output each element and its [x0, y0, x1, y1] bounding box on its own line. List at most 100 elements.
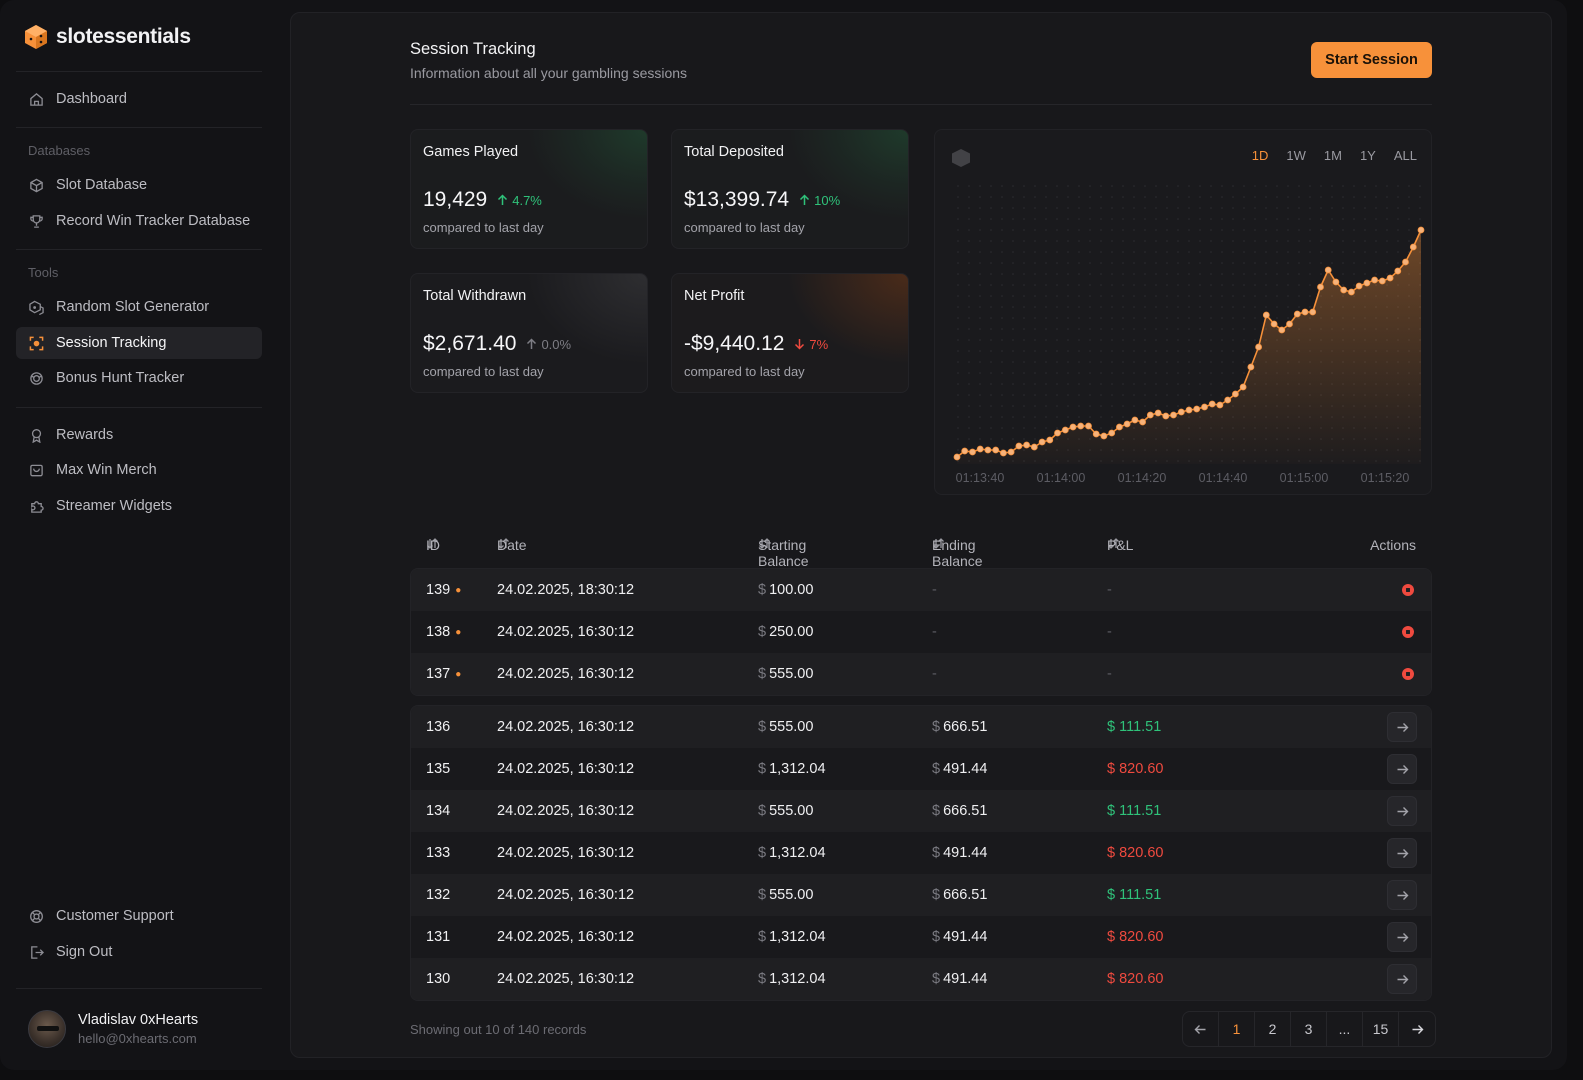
- chart-point[interactable]: [1378, 277, 1386, 285]
- stop-session-button[interactable]: [1399, 665, 1417, 683]
- col-header-starting-balance[interactable]: Starting Balance: [758, 537, 809, 569]
- sidebar-item-dashboard[interactable]: Dashboard: [16, 83, 262, 115]
- chart-point[interactable]: [1332, 278, 1340, 286]
- page-button[interactable]: 2: [1255, 1012, 1291, 1046]
- range-1w[interactable]: 1W: [1286, 148, 1306, 163]
- chart-point[interactable]: [1100, 432, 1108, 440]
- chart-point[interactable]: [1262, 311, 1270, 319]
- page-button[interactable]: ...: [1327, 1012, 1363, 1046]
- sidebar-item-customer-support[interactable]: Customer Support: [16, 900, 262, 932]
- chart-point[interactable]: [1162, 412, 1170, 420]
- chart-point[interactable]: [969, 448, 976, 456]
- chart-point[interactable]: [1077, 422, 1085, 430]
- open-session-button[interactable]: [1387, 964, 1417, 994]
- range-all[interactable]: ALL: [1393, 148, 1417, 163]
- brand-logo[interactable]: slotessentials: [24, 24, 191, 50]
- chart-point[interactable]: [1131, 416, 1139, 424]
- chart-point[interactable]: [1239, 383, 1247, 391]
- table-row[interactable]: 137 ● 24.02.2025, 16:30:12 $555.00 - -: [411, 653, 1431, 695]
- chart-point[interactable]: [1340, 286, 1348, 294]
- chart-point[interactable]: [1108, 429, 1116, 437]
- sidebar-item-rewards[interactable]: Rewards: [16, 419, 262, 451]
- chart-point[interactable]: [1216, 401, 1224, 409]
- open-session-button[interactable]: [1387, 922, 1417, 952]
- chart-point[interactable]: [1231, 390, 1239, 398]
- open-session-button[interactable]: [1387, 754, 1417, 784]
- col-header-id[interactable]: ID: [426, 537, 440, 553]
- sidebar-item-record-win-tracker[interactable]: Record Win Tracker Database: [16, 205, 262, 237]
- table-row[interactable]: 136 24.02.2025, 16:30:12 $555.00 $666.51 $ 1…: [411, 706, 1431, 748]
- range-1y[interactable]: 1Y: [1359, 148, 1376, 163]
- chart-point[interactable]: [1270, 320, 1278, 328]
- next-page-button[interactable]: [1399, 1012, 1435, 1046]
- open-session-button[interactable]: [1387, 712, 1417, 742]
- sidebar-item-sign-out[interactable]: Sign Out: [16, 936, 262, 968]
- chart-point[interactable]: [1371, 276, 1379, 284]
- chart-point[interactable]: [1208, 400, 1216, 408]
- chart-point[interactable]: [1301, 308, 1309, 316]
- chart-point[interactable]: [1293, 310, 1301, 318]
- sidebar-item-bonus-hunt-tracker[interactable]: Bonus Hunt Tracker: [16, 362, 262, 394]
- chart-point[interactable]: [984, 446, 992, 454]
- chart-point[interactable]: [1193, 405, 1201, 413]
- chart-point[interactable]: [1085, 422, 1092, 430]
- chart-point[interactable]: [1023, 441, 1030, 449]
- chart-point[interactable]: [1139, 418, 1147, 426]
- chart-point[interactable]: [1007, 448, 1015, 456]
- table-row[interactable]: 131 24.02.2025, 16:30:12 $1,312.04 $491.44 $…: [411, 916, 1431, 958]
- chart-point[interactable]: [1092, 430, 1100, 438]
- chart-point[interactable]: [1402, 258, 1409, 266]
- chart-point[interactable]: [1038, 438, 1046, 446]
- table-row[interactable]: 134 24.02.2025, 16:30:12 $555.00 $666.51 $ 1…: [411, 790, 1431, 832]
- table-row[interactable]: 135 24.02.2025, 16:30:12 $1,312.04 $491.44 $…: [411, 748, 1431, 790]
- chart-point[interactable]: [1286, 320, 1293, 328]
- chart-point[interactable]: [1317, 283, 1324, 291]
- chart-point[interactable]: [1409, 243, 1417, 251]
- col-header-ending-balance[interactable]: Ending Balance: [932, 537, 983, 569]
- sidebar-item-streamer-widgets[interactable]: Streamer Widgets: [16, 490, 262, 522]
- chart-point[interactable]: [1309, 308, 1317, 316]
- chart-point[interactable]: [1170, 411, 1177, 419]
- chart-point[interactable]: [1115, 423, 1123, 431]
- page-button[interactable]: 15: [1363, 1012, 1399, 1046]
- chart-point[interactable]: [1417, 226, 1425, 234]
- col-header-pl[interactable]: P&L: [1107, 537, 1133, 553]
- chart-point[interactable]: [1255, 343, 1263, 351]
- chart-point[interactable]: [992, 446, 1000, 454]
- chart-point[interactable]: [1146, 411, 1154, 419]
- chart-point[interactable]: [1386, 274, 1394, 282]
- user-profile[interactable]: Vladislav 0xHearts hello@0xhearts.com: [28, 1010, 198, 1048]
- page-button[interactable]: 3: [1291, 1012, 1327, 1046]
- open-session-button[interactable]: [1387, 838, 1417, 868]
- sidebar-item-max-win-merch[interactable]: Max Win Merch: [16, 454, 262, 486]
- chart-point[interactable]: [1069, 423, 1077, 431]
- chart-point[interactable]: [976, 445, 984, 453]
- page-button[interactable]: 1: [1219, 1012, 1255, 1046]
- chart-point[interactable]: [1363, 279, 1371, 287]
- chart-point[interactable]: [1000, 449, 1007, 457]
- chart-point[interactable]: [1394, 267, 1402, 275]
- open-session-button[interactable]: [1387, 796, 1417, 826]
- table-row[interactable]: 139 ● 24.02.2025, 18:30:12 $100.00 - -: [411, 569, 1431, 611]
- chart-point[interactable]: [1278, 326, 1286, 334]
- sidebar-item-session-tracking[interactable]: Session Tracking: [16, 327, 262, 359]
- open-session-button[interactable]: [1387, 880, 1417, 910]
- chart-point[interactable]: [1355, 282, 1363, 290]
- chart-point[interactable]: [1185, 406, 1193, 414]
- chart-point[interactable]: [1054, 429, 1061, 437]
- chart-point[interactable]: [1123, 420, 1131, 428]
- chart-point[interactable]: [1015, 442, 1023, 450]
- prev-page-button[interactable]: [1183, 1012, 1219, 1046]
- sidebar-item-random-slot-generator[interactable]: Random Slot Generator: [16, 291, 262, 323]
- sidebar-item-slot-database[interactable]: Slot Database: [16, 169, 262, 201]
- chart-point[interactable]: [1154, 409, 1162, 417]
- table-row[interactable]: 133 24.02.2025, 16:30:12 $1,312.04 $491.44 $…: [411, 832, 1431, 874]
- chart-point[interactable]: [1347, 288, 1355, 296]
- chart-point[interactable]: [1030, 443, 1038, 451]
- start-session-button[interactable]: Start Session: [1311, 42, 1432, 78]
- chart-point[interactable]: [1201, 403, 1208, 411]
- chart-point[interactable]: [1247, 363, 1255, 371]
- stop-session-button[interactable]: [1399, 623, 1417, 641]
- chart-point[interactable]: [1046, 436, 1054, 444]
- col-header-date[interactable]: Date: [497, 537, 527, 553]
